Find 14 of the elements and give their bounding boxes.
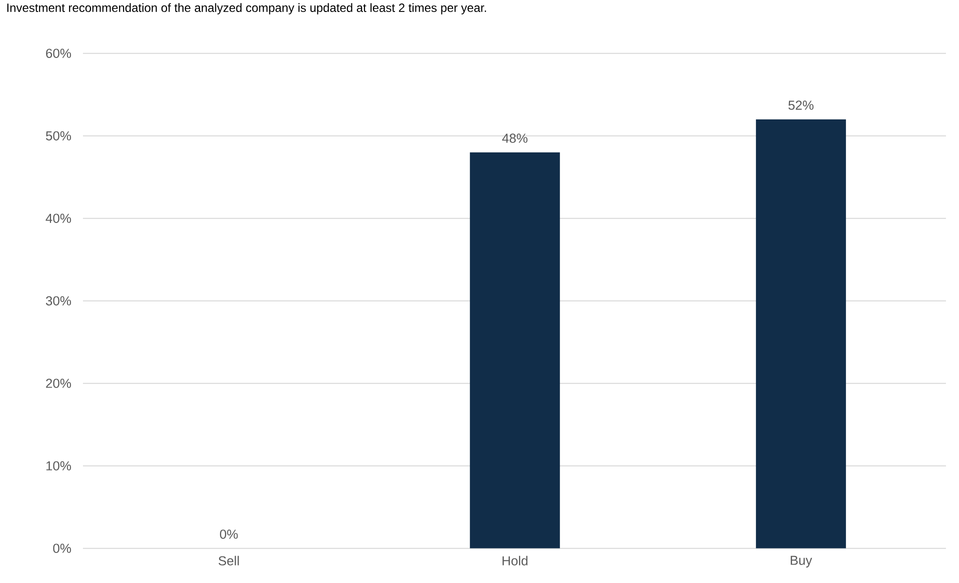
y-tick-label: 10%	[46, 461, 71, 470]
x-tick-label: Hold	[502, 556, 528, 566]
y-tick-label: 30%	[46, 296, 71, 306]
data-label: 0%	[220, 530, 238, 539]
text: Investment recommendation of the analyzed company is updated at least 2 times per year.	[7, 3, 486, 14]
x-tick-label: Sell	[218, 556, 239, 566]
data-label: 48%	[502, 134, 528, 143]
y-tick-label: 50%	[46, 131, 71, 140]
data-label: 52%	[788, 100, 814, 110]
y-tick-label: 40%	[46, 214, 71, 223]
y-tick-label: 0%	[53, 544, 71, 553]
y-tick-label: 20%	[46, 378, 71, 388]
x-tick-label: Buy	[790, 556, 812, 568]
y-tick-label: 60%	[46, 48, 71, 58]
